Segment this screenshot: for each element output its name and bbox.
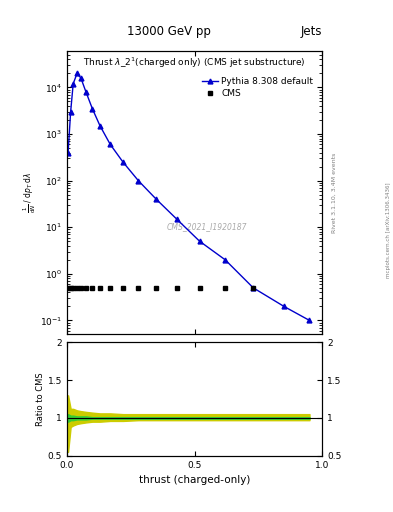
Y-axis label: Rivet 3.1.10, 3.4M events: Rivet 3.1.10, 3.4M events bbox=[331, 153, 336, 233]
CMS bbox=[136, 285, 141, 291]
Pythia 8.308 default bbox=[197, 238, 202, 244]
Pythia 8.308 default bbox=[121, 159, 125, 165]
CMS bbox=[108, 285, 113, 291]
Y-axis label: Ratio to CMS: Ratio to CMS bbox=[36, 372, 45, 426]
Text: CMS_2021_I1920187: CMS_2021_I1920187 bbox=[167, 222, 248, 231]
Y-axis label: $\frac{1}{\mathrm{d}N}$ / $\mathrm{d}p_T\,\mathrm{d}\lambda$: $\frac{1}{\mathrm{d}N}$ / $\mathrm{d}p_T… bbox=[22, 173, 38, 213]
Pythia 8.308 default bbox=[136, 178, 141, 184]
Pythia 8.308 default bbox=[66, 150, 70, 156]
Pythia 8.308 default bbox=[108, 141, 113, 147]
CMS bbox=[154, 285, 158, 291]
X-axis label: thrust (charged-only): thrust (charged-only) bbox=[139, 475, 250, 485]
CMS bbox=[121, 285, 125, 291]
CMS bbox=[79, 285, 83, 291]
CMS bbox=[66, 285, 70, 291]
CMS bbox=[174, 285, 179, 291]
CMS bbox=[97, 285, 102, 291]
Pythia 8.308 default bbox=[154, 196, 158, 202]
Pythia 8.308 default bbox=[68, 109, 73, 115]
Pythia 8.308 default bbox=[281, 303, 286, 309]
Pythia 8.308 default bbox=[75, 70, 79, 76]
CMS bbox=[68, 285, 73, 291]
Line: Pythia 8.308 default: Pythia 8.308 default bbox=[66, 71, 312, 323]
CMS bbox=[84, 285, 88, 291]
Pythia 8.308 default bbox=[79, 75, 83, 81]
Text: Thrust $\lambda$_2$^1$(charged only) (CMS jet substructure): Thrust $\lambda$_2$^1$(charged only) (CM… bbox=[83, 55, 306, 70]
Text: Jets: Jets bbox=[301, 26, 322, 38]
Pythia 8.308 default bbox=[97, 123, 102, 129]
CMS bbox=[75, 285, 79, 291]
Pythia 8.308 default bbox=[251, 285, 256, 291]
Pythia 8.308 default bbox=[71, 81, 75, 87]
CMS bbox=[90, 285, 95, 291]
Pythia 8.308 default bbox=[307, 317, 312, 324]
Text: mcplots.cern.ch [arXiv:1306.3436]: mcplots.cern.ch [arXiv:1306.3436] bbox=[386, 183, 391, 278]
Legend: Pythia 8.308 default, CMS: Pythia 8.308 default, CMS bbox=[200, 76, 315, 100]
Text: 13000 GeV pp: 13000 GeV pp bbox=[127, 26, 211, 38]
Line: CMS: CMS bbox=[66, 285, 256, 290]
CMS bbox=[251, 285, 256, 291]
Pythia 8.308 default bbox=[174, 216, 179, 222]
Pythia 8.308 default bbox=[90, 105, 95, 112]
CMS bbox=[223, 285, 228, 291]
CMS bbox=[197, 285, 202, 291]
Pythia 8.308 default bbox=[84, 89, 88, 95]
CMS bbox=[71, 285, 75, 291]
Pythia 8.308 default bbox=[223, 257, 228, 263]
